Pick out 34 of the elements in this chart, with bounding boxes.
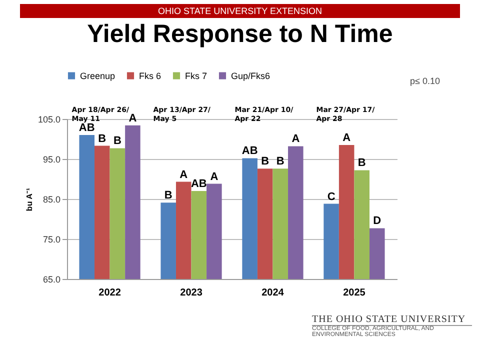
data-label: A — [292, 133, 300, 146]
data-label: B — [98, 132, 106, 145]
text: OHIO STATE UNIVERSITY EXTENSION — [20, 4, 460, 18]
data-label: B — [276, 156, 284, 168]
data-label: A — [180, 168, 188, 181]
data-label: A — [342, 132, 351, 144]
y-tick-label: 75.0 — [42, 234, 60, 244]
legend-label: Fks 7 — [185, 70, 208, 81]
x-tick-label: 2024 — [262, 288, 284, 298]
x-tick-label: 2022 — [98, 288, 122, 298]
x-tick-label: 2023 — [180, 288, 203, 298]
y-tick-label: 85.0 — [42, 194, 60, 204]
legend-label: Greenup — [80, 70, 116, 81]
data-label: B — [261, 156, 270, 168]
y-axis-title: bu A⁻¹ — [24, 188, 34, 212]
data-label: B — [164, 190, 172, 202]
data-label: C — [327, 190, 336, 203]
data-label: AB — [242, 145, 258, 158]
data-label: B — [113, 135, 122, 148]
x-tick-label: 2025 — [343, 288, 366, 298]
text: THE OHIO STATE UNIVERSITY — [312, 314, 472, 326]
y-tick-label: 95.0 — [42, 154, 60, 164]
y-tick-label: 105.0 — [38, 114, 60, 124]
chart-title: Yield Response to N Time — [86, 20, 394, 49]
text: p≤ 0.10 — [410, 76, 440, 86]
data-label: AB — [190, 178, 207, 190]
data-label: A — [128, 112, 137, 124]
data-label: B — [358, 157, 366, 170]
y-tick-label: 65.0 — [42, 274, 60, 284]
data-label: A — [210, 170, 218, 183]
data-label: AB — [78, 122, 95, 134]
data-label: D — [373, 215, 382, 228]
legend-label: Fks 6 — [139, 70, 162, 81]
legend-label: Gup/Fks6 — [231, 70, 270, 81]
